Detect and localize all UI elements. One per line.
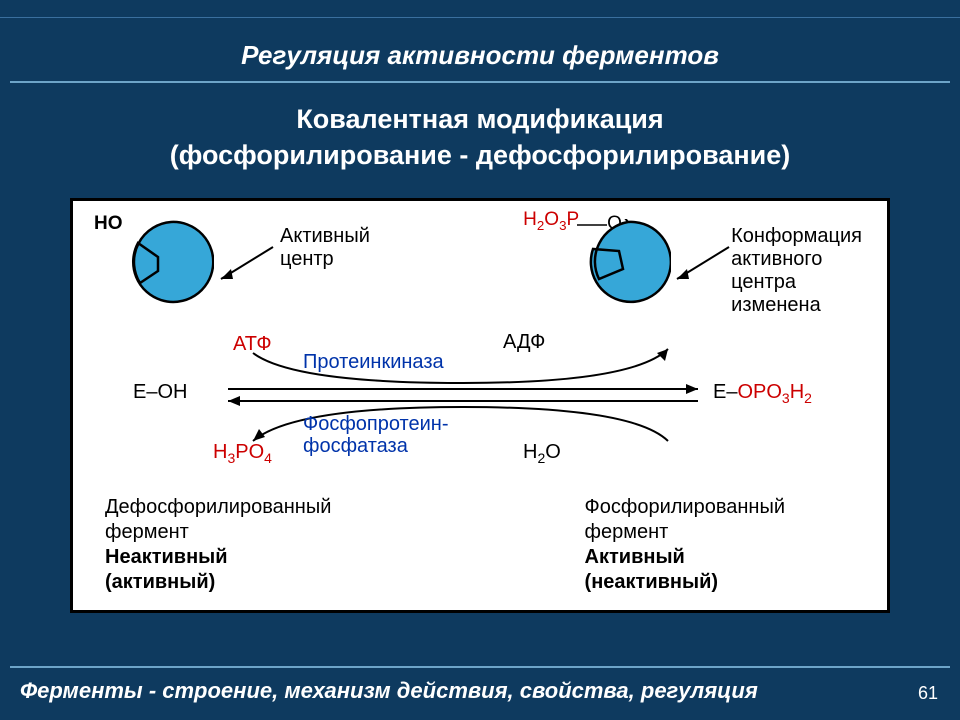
right-enzyme-icon xyxy=(585,219,671,305)
page-title: Регуляция активности ферментов xyxy=(50,40,910,71)
right-label-l3: центра xyxy=(731,271,862,294)
bottom-labels: Дефосфорилированный фермент Неактивный (… xyxy=(73,491,887,605)
right-arrow-icon xyxy=(669,241,739,301)
e-oh-label: E–OH xyxy=(133,381,187,404)
title-section: Регуляция активности ферментов xyxy=(10,18,950,83)
phosphatase-label: Фосфопротеин- фосфатаза xyxy=(303,413,448,457)
right-label-l1: Конформация xyxy=(731,225,862,248)
subtitle: Ковалентная модификация (фосфорилировани… xyxy=(40,101,920,174)
subtitle-section: Ковалентная модификация (фосфорилировани… xyxy=(0,83,960,188)
right-label: Конформация активного центра изменена xyxy=(731,225,862,317)
diagram: HO Активный центр H2O3P O xyxy=(70,198,890,613)
footer-rule xyxy=(10,666,950,668)
e-opo-label: E–OPO3H2 xyxy=(713,381,812,406)
subtitle-line2: (фосфорилирование - дефосфорилирование) xyxy=(170,140,791,170)
reaction-area: АТФ АДФ Протеинкиназа E–OH E–OPO3H2 Фосф… xyxy=(103,333,857,463)
enzyme-row: HO Активный центр H2O3P O xyxy=(73,201,887,325)
h2o-label: H2O xyxy=(523,441,561,466)
top-bar xyxy=(0,0,960,18)
left-label: Активный центр xyxy=(280,225,370,271)
subtitle-line1: Ковалентная модификация xyxy=(296,104,663,134)
left-enzyme-icon xyxy=(128,219,214,305)
page-number: 61 xyxy=(918,683,938,704)
bottom-reaction-arrow xyxy=(213,393,713,448)
right-label-l4: изменена xyxy=(731,294,862,317)
ho-label: HO xyxy=(94,213,123,235)
top-reaction-arrow xyxy=(213,343,713,398)
bottom-left-label: Дефосфорилированный фермент Неактивный (… xyxy=(105,495,331,595)
left-label-l2: центр xyxy=(280,248,370,271)
footer-text: Ферменты - строение, механизм действия, … xyxy=(20,678,758,704)
left-enzyme-block: HO Активный центр xyxy=(98,219,370,317)
h2o3p-label: H2O3P xyxy=(523,209,579,233)
right-enzyme-block: H2O3P O Конформация активного центра и xyxy=(543,219,862,317)
bottom-right-label: Фосфорилированный фермент Активный (неак… xyxy=(585,495,785,595)
h3po4-label: H3PO4 xyxy=(213,441,272,466)
right-label-l2: активного xyxy=(731,248,862,271)
left-label-l1: Активный xyxy=(280,225,370,248)
left-arrow-icon xyxy=(213,241,283,301)
